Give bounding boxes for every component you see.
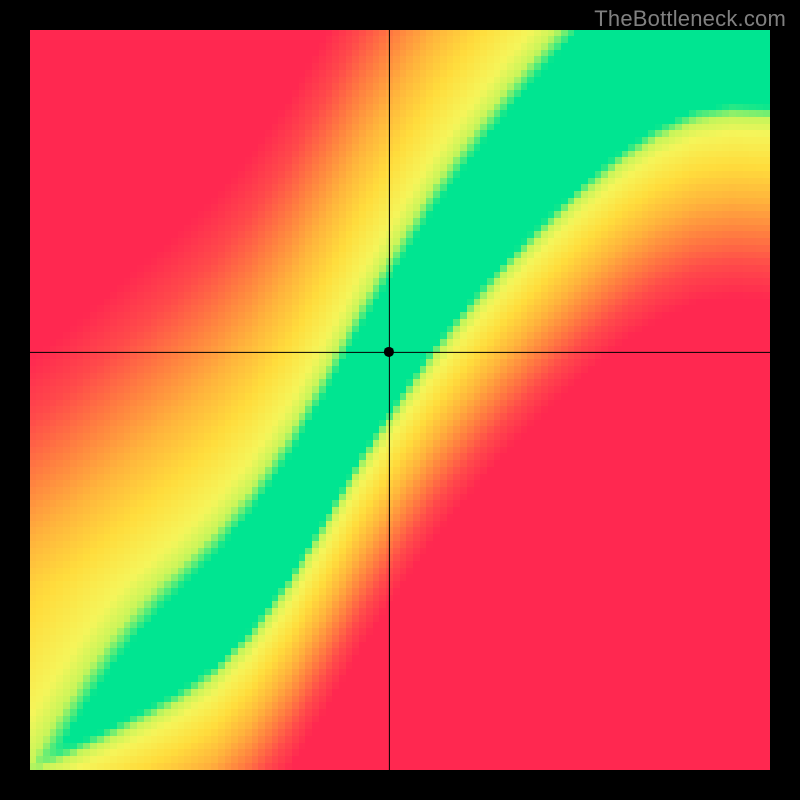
chart-container: TheBottleneck.com [0, 0, 800, 800]
heatmap-plot [30, 30, 770, 770]
heatmap-canvas [30, 30, 770, 770]
watermark-text: TheBottleneck.com [594, 6, 786, 32]
